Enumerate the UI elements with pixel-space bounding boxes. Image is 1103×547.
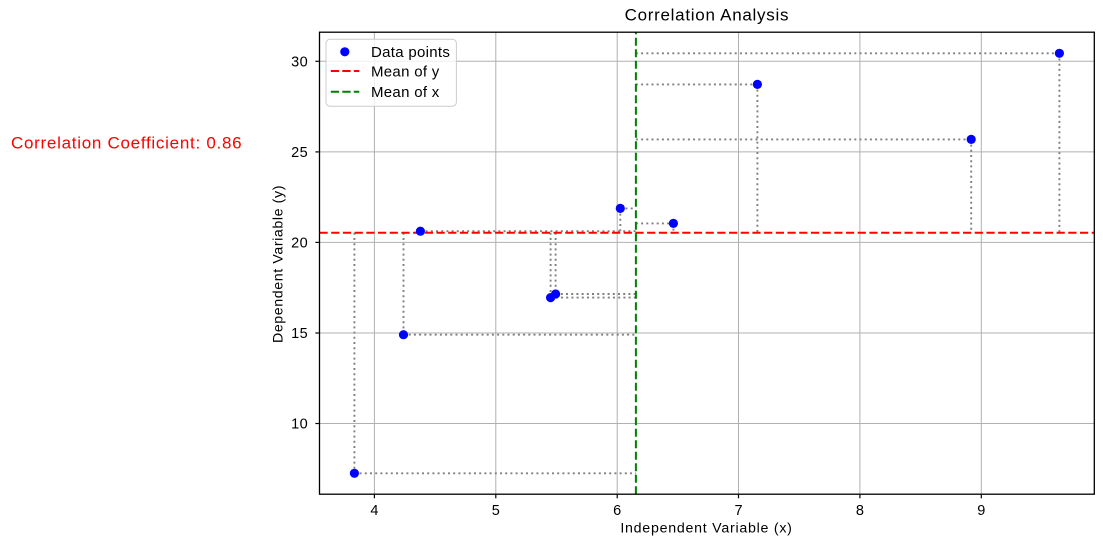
- svg-text:5: 5: [492, 503, 500, 519]
- svg-text:Correlation Coefficient: 0.86: Correlation Coefficient: 0.86: [11, 134, 242, 153]
- svg-text:15: 15: [291, 326, 308, 342]
- svg-text:7: 7: [734, 503, 742, 519]
- svg-text:25: 25: [291, 145, 308, 161]
- svg-text:20: 20: [291, 236, 308, 252]
- svg-text:10: 10: [291, 417, 308, 433]
- svg-text:Correlation Analysis: Correlation Analysis: [625, 5, 790, 24]
- svg-text:Dependent Variable (y): Dependent Variable (y): [270, 185, 286, 343]
- svg-text:Data points: Data points: [371, 44, 450, 61]
- svg-text:9: 9: [977, 503, 985, 519]
- svg-text:6: 6: [613, 503, 621, 519]
- svg-text:4: 4: [370, 503, 378, 519]
- svg-text:30: 30: [291, 55, 308, 71]
- svg-text:Independent Variable (x): Independent Variable (x): [620, 521, 792, 537]
- svg-text:Mean of x: Mean of x: [371, 84, 440, 101]
- svg-text:8: 8: [856, 503, 864, 519]
- svg-text:Mean of y: Mean of y: [371, 63, 440, 80]
